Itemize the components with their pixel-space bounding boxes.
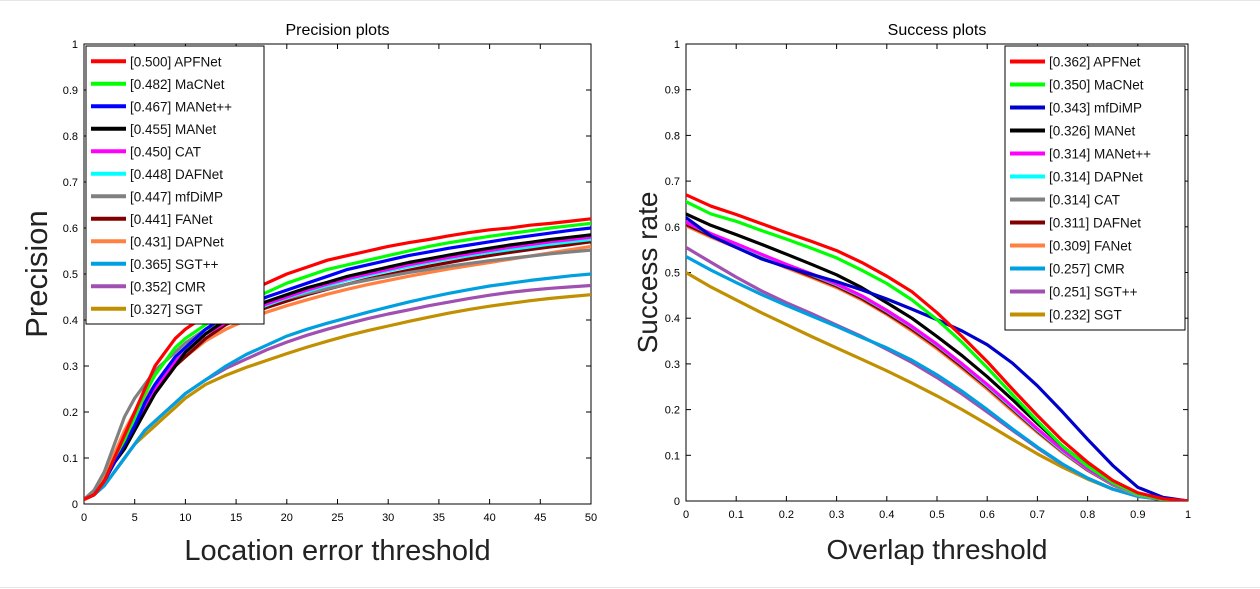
x-tick-label: 0.6	[980, 509, 995, 521]
y-tick-label: 0.8	[665, 130, 680, 142]
y-tick-label: 0.9	[63, 85, 78, 97]
series-line	[84, 233, 591, 501]
y-tick-label: 0	[72, 499, 78, 511]
chart-title: Precision plots	[285, 22, 389, 39]
chart-title: Success plots	[888, 22, 987, 39]
series-line	[84, 272, 591, 501]
legend-label: [0.343] mfDiMP	[1049, 101, 1142, 116]
legend-label: [0.431] DAPNet	[130, 234, 224, 249]
y-axis-label: Success rate	[632, 192, 663, 354]
series-line	[84, 226, 591, 501]
y-tick-label: 0.6	[665, 222, 680, 234]
y-tick-label: 0	[674, 496, 680, 508]
x-tick-label: 10	[179, 512, 191, 524]
chart-success: Success plots 0 0.1 0.2 0.3 0.4 0.5 0.6 0.7 0.8 0.…	[632, 22, 1191, 565]
x-tick-label: 15	[230, 512, 242, 524]
y-tick-label: 0.9	[665, 85, 680, 97]
y-tick-label: 0.8	[63, 131, 78, 143]
x-tick-label: 45	[534, 512, 546, 524]
x-tick-label: 0.7	[1030, 509, 1045, 521]
y-tick-label: 0.4	[63, 315, 78, 327]
y-tick-label: 0.1	[665, 450, 680, 462]
legend: [0.362] APFNet [0.350] MaCNet [0.343] mfDi…	[1004, 45, 1186, 331]
x-tick-label: 0.3	[829, 509, 844, 521]
legend-label: [0.314] CAT	[1049, 193, 1120, 208]
series-lines	[686, 193, 1188, 501]
legend-label: [0.311] DAFNet	[1049, 216, 1141, 231]
legend-label: [0.350] MaCNet	[1049, 78, 1144, 93]
legend-label: [0.314] DAPNet	[1049, 170, 1143, 185]
series-line	[84, 221, 591, 501]
legend-label: [0.314] MANet++	[1049, 147, 1151, 162]
legend-label: [0.441] FANet	[130, 212, 213, 227]
legend-label: [0.326] MANet	[1049, 124, 1136, 139]
series-lines	[84, 217, 591, 501]
legend-label: [0.365] SGT++	[130, 257, 219, 272]
x-axis-label: Overlap threshold	[826, 534, 1047, 565]
legend: [0.500] APFNet [0.482] MaCNet [0.467] MANe…	[85, 45, 265, 325]
legend-box	[1004, 45, 1186, 331]
series-line	[84, 217, 591, 501]
y-tick-label: 0.4	[665, 313, 680, 325]
x-tick-label: 25	[331, 512, 343, 524]
series-line	[686, 200, 1188, 501]
y-tick-label: 0.5	[665, 268, 680, 280]
y-tick-label: 1	[72, 39, 78, 51]
x-tick-label: 30	[382, 512, 394, 524]
y-tick-label: 0.2	[665, 405, 680, 417]
legend-label: [0.482] MaCNet	[130, 77, 225, 92]
legend-label: [0.467] MANet++	[130, 99, 232, 114]
y-tick-label: 0.1	[63, 453, 78, 465]
legend-label: [0.327] SGT	[130, 302, 203, 317]
x-axis-label: Location error threshold	[184, 535, 490, 567]
legend-label: [0.448] DAFNet	[130, 167, 223, 182]
x-tick-label: 40	[483, 512, 495, 524]
y-tick-label: 0.6	[63, 223, 78, 235]
legend-label: [0.447] mfDiMP	[130, 189, 223, 204]
x-tick-label: 35	[433, 512, 445, 524]
legend-label: [0.352] CMR	[130, 279, 206, 294]
x-tick-label: 0.8	[1080, 509, 1095, 521]
legend-label: [0.257] CMR	[1049, 262, 1125, 277]
x-tick-label: 20	[281, 512, 293, 524]
legend-label: [0.500] APFNet	[130, 54, 222, 69]
legend-label: [0.450] CAT	[130, 144, 201, 159]
legend-label: [0.455] MANet	[130, 122, 217, 137]
chart-precision: Precision plots 0 5 10 15 20 25 30 35 40 45 50 0 0.1 0…	[19, 22, 597, 567]
x-tick-label: 0.5	[929, 509, 944, 521]
y-tick-label: 1	[674, 39, 680, 51]
y-tick-label: 0.3	[665, 359, 680, 371]
y-axis-label: Precision	[19, 210, 54, 338]
series-line	[686, 254, 1188, 501]
y-tick-label: 0.7	[665, 176, 680, 188]
x-tick-label: 0.1	[729, 509, 744, 521]
y-tick-label: 0.3	[63, 361, 78, 373]
x-tick-label: 0.9	[1130, 509, 1145, 521]
legend-label: [0.251] SGT++	[1049, 285, 1138, 300]
legend-label: [0.309] FANet	[1049, 239, 1132, 254]
legend-box	[85, 45, 265, 325]
x-tick-label: 1	[1185, 509, 1191, 521]
y-tick-label: 0.5	[63, 269, 78, 281]
x-tick-label: 5	[132, 512, 138, 524]
y-tick-label: 0.7	[63, 177, 78, 189]
legend-label: [0.232] SGT	[1049, 308, 1122, 323]
x-tick-label: 0	[683, 509, 689, 521]
y-tick-label: 0.2	[63, 407, 78, 419]
x-tick-label: 0.2	[779, 509, 794, 521]
series-line	[686, 193, 1188, 501]
legend-label: [0.362] APFNet	[1049, 55, 1141, 70]
x-tick-label: 0.4	[879, 509, 894, 521]
x-tick-label: 50	[585, 512, 597, 524]
x-tick-label: 0	[81, 512, 87, 524]
